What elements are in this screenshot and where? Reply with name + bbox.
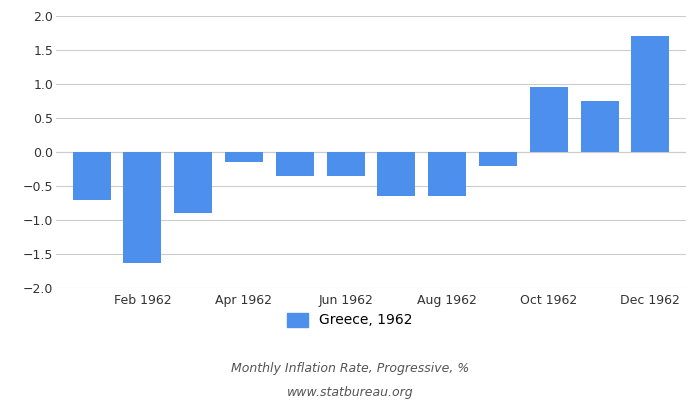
Bar — [174, 152, 212, 213]
Bar — [276, 152, 314, 176]
Legend: Greece, 1962: Greece, 1962 — [281, 307, 419, 333]
Bar — [225, 152, 263, 162]
Bar — [428, 152, 466, 196]
Bar — [377, 152, 416, 196]
Text: Monthly Inflation Rate, Progressive, %: Monthly Inflation Rate, Progressive, % — [231, 362, 469, 375]
Bar — [580, 101, 619, 152]
Bar — [123, 152, 162, 263]
Bar — [530, 87, 568, 152]
Bar — [479, 152, 517, 166]
Bar — [326, 152, 365, 176]
Bar — [631, 36, 669, 152]
Bar — [73, 152, 111, 200]
Text: www.statbureau.org: www.statbureau.org — [287, 386, 413, 399]
